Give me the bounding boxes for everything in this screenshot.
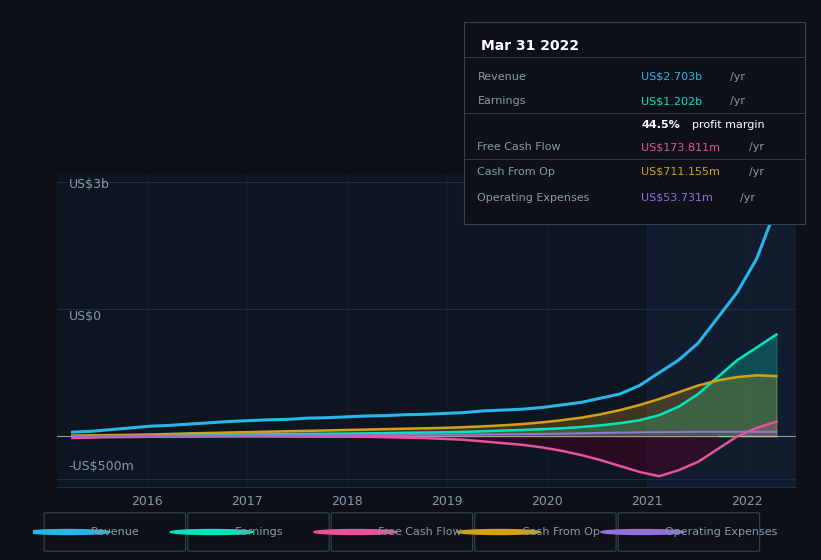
Text: Operating Expenses: Operating Expenses (478, 193, 589, 203)
Text: /yr: /yr (731, 72, 745, 82)
Circle shape (601, 530, 684, 534)
Text: 44.5%: 44.5% (641, 120, 680, 130)
Circle shape (27, 530, 110, 534)
Text: Earnings: Earnings (235, 527, 283, 537)
Text: 2022: 2022 (731, 495, 762, 508)
Text: profit margin: profit margin (692, 120, 765, 130)
Text: 2020: 2020 (531, 495, 562, 508)
Text: 2017: 2017 (232, 495, 263, 508)
Text: /yr: /yr (731, 96, 745, 106)
Circle shape (457, 530, 540, 534)
Bar (647, 174, 796, 487)
Text: Revenue: Revenue (478, 72, 526, 82)
Text: /yr: /yr (740, 193, 754, 203)
Text: US$711.155m: US$711.155m (641, 166, 720, 176)
Text: 2019: 2019 (431, 495, 463, 508)
Text: Operating Expenses: Operating Expenses (665, 527, 777, 537)
Text: /yr: /yr (750, 142, 764, 152)
Text: -US$500m: -US$500m (69, 460, 135, 473)
Text: Free Cash Flow: Free Cash Flow (378, 527, 461, 537)
Text: US$1.202b: US$1.202b (641, 96, 702, 106)
Text: /yr: /yr (750, 166, 764, 176)
Text: Revenue: Revenue (91, 527, 140, 537)
Text: US$3b: US$3b (69, 178, 109, 192)
Text: Cash From Op: Cash From Op (521, 527, 599, 537)
Text: US$2.703b: US$2.703b (641, 72, 702, 82)
Text: Earnings: Earnings (478, 96, 526, 106)
Text: 2018: 2018 (331, 495, 363, 508)
Text: Mar 31 2022: Mar 31 2022 (481, 39, 579, 53)
Text: 2021: 2021 (631, 495, 663, 508)
Text: Cash From Op: Cash From Op (478, 166, 555, 176)
Text: 2016: 2016 (131, 495, 163, 508)
Circle shape (170, 530, 254, 534)
Text: US$53.731m: US$53.731m (641, 193, 713, 203)
Text: US$173.811m: US$173.811m (641, 142, 720, 152)
Text: US$0: US$0 (69, 310, 102, 323)
Circle shape (314, 530, 397, 534)
Text: Free Cash Flow: Free Cash Flow (478, 142, 561, 152)
